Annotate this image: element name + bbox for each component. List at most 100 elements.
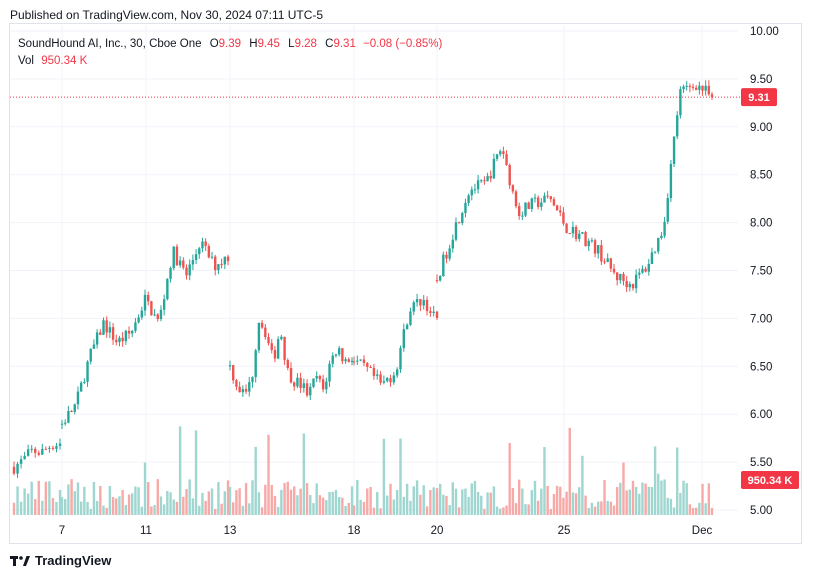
volume-bar	[555, 485, 559, 515]
candle-body	[305, 383, 309, 396]
volume-bar	[590, 502, 594, 515]
candle-body	[597, 245, 600, 254]
candle-body	[356, 360, 359, 362]
candle-body	[653, 251, 657, 253]
candle-body	[382, 381, 386, 383]
volume-bar	[442, 494, 445, 515]
volume-bar	[296, 495, 299, 515]
candle-body	[254, 350, 257, 378]
volume-bar	[628, 489, 632, 515]
candle-body	[464, 202, 467, 214]
candle-body	[105, 320, 108, 333]
volume-bar	[379, 508, 382, 515]
candle-body	[568, 233, 571, 235]
candle-body	[143, 294, 147, 311]
change-value: −0.08 (−0.85%)	[363, 38, 443, 50]
candle-body	[666, 198, 669, 222]
volume-bar	[166, 490, 169, 515]
volume-bar	[276, 507, 280, 515]
candle-body	[508, 165, 511, 186]
volume-label: Vol	[18, 55, 34, 67]
candle-body	[276, 339, 280, 359]
last-volume-tag	[741, 471, 799, 489]
volume-bar	[511, 487, 515, 515]
volume-bar	[540, 488, 543, 515]
candle-body	[178, 260, 182, 266]
volume-bar	[238, 488, 241, 515]
volume-bar	[389, 483, 392, 515]
candle-body	[402, 329, 405, 349]
volume-bar	[476, 491, 480, 515]
volume-bar	[299, 488, 302, 515]
candle-body	[429, 311, 432, 313]
candle-body	[445, 254, 448, 259]
volume-bar	[505, 505, 508, 515]
candle-body	[419, 299, 422, 306]
close-value: 9.31	[333, 38, 356, 50]
volume-bar	[409, 500, 412, 515]
candle-body	[16, 463, 19, 474]
volume-value: 950.34 K	[41, 55, 88, 67]
volume-bar	[514, 503, 518, 515]
candle-body	[241, 389, 245, 393]
candle-body	[30, 448, 33, 450]
volume-bar	[454, 488, 458, 515]
volume-bar	[694, 507, 698, 515]
candle-body	[619, 274, 622, 281]
candle-body	[451, 239, 455, 249]
volume-bar	[679, 492, 682, 515]
candle-body	[124, 330, 128, 342]
volume-bar	[92, 481, 96, 515]
volume-bar	[641, 482, 644, 515]
volume-bar	[309, 494, 312, 515]
candle-body	[188, 264, 191, 276]
volume-bar	[492, 486, 496, 515]
volume-bar	[489, 492, 492, 515]
volume-bar	[445, 495, 448, 515]
volume-bar	[55, 502, 58, 515]
volume-bar	[584, 495, 587, 515]
candle-body	[663, 221, 666, 236]
volume-bar	[134, 486, 137, 515]
y-tick-label: 7.00	[750, 313, 772, 325]
candle-body	[530, 198, 534, 209]
volume-bar	[672, 507, 676, 515]
candle-body	[606, 258, 609, 262]
y-tick-label: 7.50	[750, 266, 772, 278]
candle-body	[264, 327, 267, 338]
volume-bar	[137, 487, 140, 515]
volume-bar	[270, 484, 273, 515]
volume-bar	[533, 480, 537, 515]
candle-body	[232, 365, 235, 381]
chart-frame[interactable]	[9, 23, 802, 544]
x-tick-label: 7	[59, 525, 65, 537]
volume-bar	[254, 446, 257, 515]
volume-bar	[707, 483, 711, 515]
candle-body	[260, 322, 264, 328]
volume-bar	[51, 498, 55, 515]
volume-bar	[251, 480, 254, 515]
volume-bar	[67, 484, 70, 515]
candle-body	[150, 301, 153, 316]
candle-body	[362, 359, 366, 364]
volume-bar	[185, 489, 188, 515]
candle-body	[638, 272, 641, 275]
volume-bar	[438, 483, 442, 515]
volume-bar	[315, 483, 318, 515]
volume-bar	[95, 501, 99, 515]
candle-body	[280, 336, 283, 340]
candle-body	[470, 189, 473, 196]
candle-body	[185, 267, 188, 276]
candle-body	[166, 278, 169, 300]
volume-bar	[248, 503, 251, 515]
volume-bar	[182, 496, 185, 515]
volume-bar	[647, 486, 650, 515]
candle-body	[111, 327, 115, 340]
volume-bar	[198, 505, 201, 515]
candle-body	[337, 348, 341, 355]
volume-bar	[619, 482, 622, 515]
volume-bar	[549, 508, 552, 515]
footer-brand[interactable]: TradingView	[10, 553, 111, 568]
candle-body	[44, 448, 48, 450]
